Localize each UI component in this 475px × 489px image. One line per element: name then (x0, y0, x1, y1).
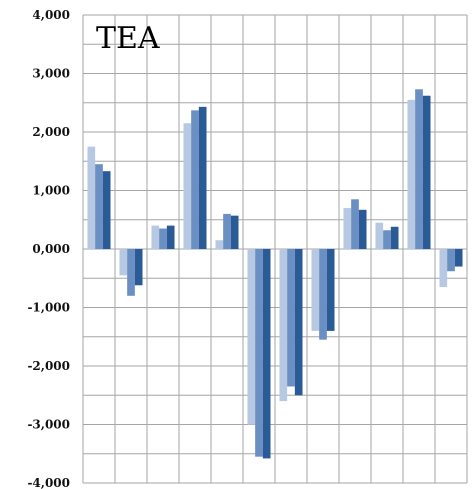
y-tick-label: 0,000 (32, 242, 70, 256)
bars (87, 89, 463, 459)
bar (383, 230, 391, 249)
bar (294, 249, 303, 396)
bar (95, 164, 103, 249)
bar (422, 95, 431, 249)
bar (358, 209, 367, 249)
bar (326, 249, 335, 331)
y-tick-label: 3,000 (32, 67, 70, 81)
bar (198, 106, 207, 249)
bar (223, 213, 231, 249)
bar (127, 249, 135, 296)
bar (439, 249, 448, 288)
bar (159, 228, 167, 249)
bar (454, 249, 463, 267)
bar (215, 240, 224, 249)
bar (287, 249, 295, 387)
bar (311, 249, 320, 331)
bar (262, 249, 271, 459)
bar (255, 249, 263, 457)
bar (390, 226, 399, 249)
y-tick-label: -3,000 (27, 418, 70, 432)
y-axis-ticks: 4,000 3,000 2,000 1,000 0,000 -1,000 -2,000 -3,… (27, 8, 70, 489)
bar (447, 249, 455, 272)
bar (351, 199, 359, 249)
y-tick-label: -1,000 (27, 301, 70, 315)
bar (191, 110, 199, 249)
y-tick-label: 4,000 (32, 8, 70, 22)
grid-lines (82, 14, 468, 484)
bar (151, 225, 160, 249)
bar (87, 146, 96, 250)
bar (319, 249, 327, 340)
bar (230, 215, 239, 249)
bar (166, 225, 175, 249)
y-tick-label: 1,000 (32, 184, 70, 198)
bar (279, 249, 288, 402)
y-tick-label: 2,000 (32, 125, 70, 139)
y-tick-label: -4,000 (27, 476, 70, 489)
bar (119, 249, 128, 276)
chart-title: TEA (96, 21, 160, 56)
bar (134, 249, 143, 286)
bar (407, 99, 416, 250)
bar (247, 249, 256, 425)
bar (343, 208, 352, 249)
bar (102, 171, 111, 249)
y-tick-label: -2,000 (27, 359, 70, 373)
bar (415, 89, 423, 249)
bar (375, 222, 384, 249)
bar (183, 123, 192, 249)
